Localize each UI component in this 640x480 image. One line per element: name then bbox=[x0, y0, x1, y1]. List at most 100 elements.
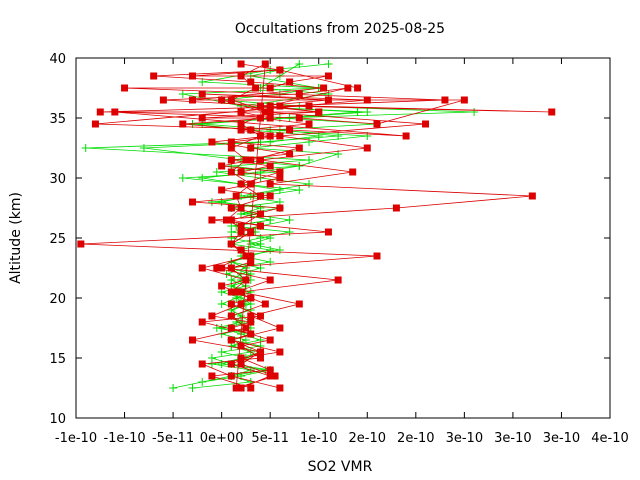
data-point bbox=[212, 168, 221, 176]
data-point bbox=[334, 276, 342, 284]
data-point bbox=[237, 354, 245, 362]
data-point bbox=[276, 324, 284, 332]
data-point bbox=[218, 162, 226, 170]
data-point bbox=[237, 60, 245, 68]
data-point bbox=[324, 228, 332, 236]
data-point bbox=[247, 294, 255, 302]
data-point bbox=[222, 216, 230, 224]
data-point bbox=[247, 384, 255, 392]
data-point bbox=[256, 192, 264, 200]
data-point bbox=[217, 348, 226, 356]
data-point bbox=[178, 90, 187, 98]
data-point bbox=[198, 360, 206, 368]
y-tick-label: 30 bbox=[49, 172, 66, 187]
data-point bbox=[276, 66, 284, 74]
data-point bbox=[276, 174, 284, 182]
data-point bbox=[217, 300, 226, 308]
y-tick-label: 35 bbox=[49, 112, 66, 127]
data-point bbox=[139, 144, 148, 152]
data-point bbox=[237, 360, 245, 368]
data-point bbox=[237, 342, 245, 350]
data-point bbox=[276, 384, 284, 392]
y-tick-label: 15 bbox=[49, 352, 66, 367]
data-point bbox=[242, 156, 250, 164]
data-point bbox=[208, 216, 216, 224]
data-point bbox=[247, 258, 255, 266]
data-point bbox=[276, 348, 284, 356]
data-point bbox=[324, 72, 332, 80]
data-point bbox=[150, 72, 158, 80]
data-point bbox=[227, 372, 235, 380]
data-point bbox=[247, 78, 255, 86]
data-point bbox=[320, 84, 328, 92]
x-axis-title: SO2 VMR bbox=[308, 459, 373, 475]
data-point bbox=[256, 132, 264, 140]
data-point bbox=[77, 240, 85, 248]
data-point bbox=[218, 264, 226, 272]
data-point bbox=[237, 180, 245, 188]
data-point bbox=[227, 300, 235, 308]
data-point bbox=[207, 198, 216, 206]
x-tick-label: 1e-10 bbox=[300, 431, 338, 446]
data-point bbox=[334, 132, 343, 140]
data-point bbox=[237, 384, 245, 392]
data-point bbox=[169, 384, 178, 392]
data-point bbox=[305, 180, 314, 188]
data-point bbox=[227, 144, 235, 152]
data-point bbox=[247, 252, 255, 260]
data-point bbox=[363, 96, 371, 104]
data-point bbox=[266, 114, 274, 122]
data-point bbox=[266, 276, 274, 284]
data-point bbox=[266, 366, 274, 374]
data-point bbox=[275, 246, 284, 254]
data-point bbox=[227, 204, 235, 212]
data-point bbox=[189, 96, 197, 104]
data-point bbox=[266, 132, 274, 140]
data-point bbox=[237, 228, 245, 236]
data-point bbox=[247, 312, 255, 320]
y-axis-title: Altitude (km) bbox=[8, 192, 24, 284]
data-point bbox=[422, 120, 430, 128]
data-point bbox=[295, 114, 303, 122]
data-point bbox=[81, 144, 90, 152]
data-point bbox=[271, 372, 279, 380]
data-point bbox=[208, 312, 216, 320]
data-point bbox=[373, 120, 381, 128]
data-point bbox=[218, 282, 226, 290]
data-point bbox=[237, 312, 246, 320]
data-point bbox=[227, 168, 235, 176]
data-point bbox=[208, 372, 216, 380]
data-point bbox=[217, 324, 226, 332]
data-point bbox=[227, 312, 235, 320]
data-point bbox=[548, 108, 556, 116]
data-point bbox=[363, 144, 371, 152]
data-point bbox=[198, 378, 207, 386]
data-point bbox=[470, 108, 479, 116]
y-tick-label: 25 bbox=[49, 232, 66, 247]
data-point bbox=[188, 384, 197, 392]
tick-layer: -1e-10 -1e-10 -5e-11 0e+00 5e-11 1e-10 2e-10 2e… bbox=[49, 52, 628, 446]
data-point bbox=[256, 156, 264, 164]
data-point bbox=[227, 156, 235, 164]
data-point bbox=[266, 258, 275, 266]
data-point bbox=[247, 180, 255, 188]
data-point bbox=[198, 264, 206, 272]
data-point bbox=[276, 102, 284, 110]
data-point bbox=[178, 174, 187, 182]
data-point bbox=[305, 156, 314, 164]
data-point bbox=[324, 60, 333, 68]
data-point bbox=[256, 114, 264, 122]
data-point bbox=[295, 186, 304, 194]
data-point bbox=[111, 108, 119, 116]
x-tick-label: -1e-10 bbox=[55, 431, 97, 446]
data-point bbox=[237, 300, 245, 308]
series-6 bbox=[91, 66, 468, 392]
data-point bbox=[460, 96, 468, 104]
data-point bbox=[246, 210, 255, 218]
data-point bbox=[227, 216, 235, 224]
data-point bbox=[227, 264, 235, 272]
x-tick-label: 0e+00 bbox=[200, 431, 244, 446]
data-point bbox=[189, 72, 197, 80]
data-point bbox=[242, 324, 250, 332]
